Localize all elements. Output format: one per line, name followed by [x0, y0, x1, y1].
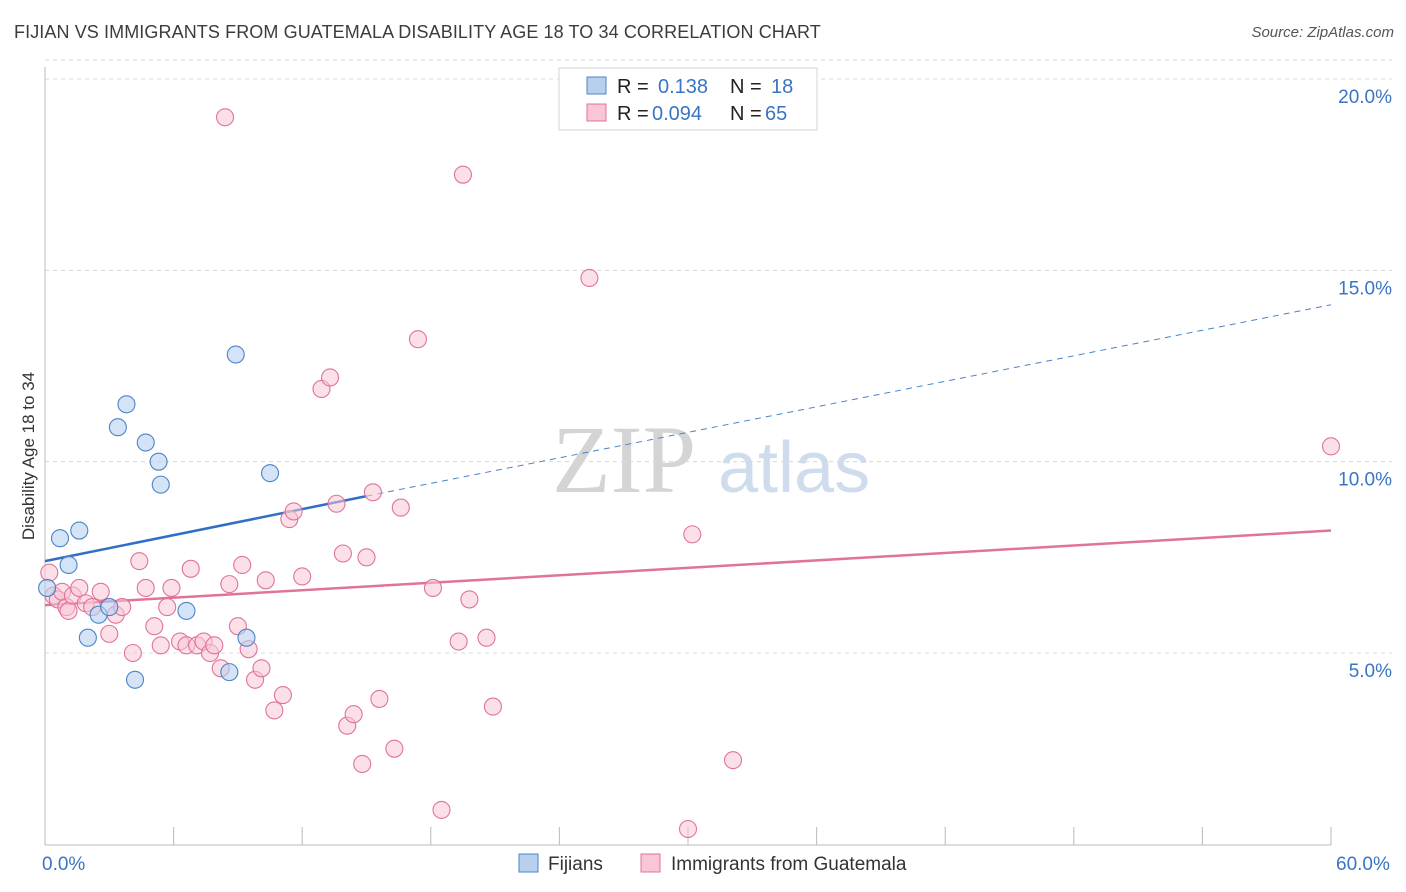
point-fijians [100, 598, 119, 617]
bottom-legend-label-fijians: Fijians [548, 854, 603, 875]
point-fijians [38, 578, 57, 597]
point-guatemala [293, 567, 312, 586]
point-guatemala [683, 525, 702, 544]
point-guatemala [370, 689, 389, 708]
point-fijians [237, 628, 256, 647]
point-guatemala [130, 552, 149, 571]
point-guatemala [40, 563, 59, 582]
point-guatemala [158, 598, 177, 617]
point-guatemala [432, 800, 451, 819]
y-axis-label: Disability Age 18 to 34 [19, 372, 38, 540]
legend-n-label-guatemala: N = [730, 103, 762, 125]
point-guatemala [678, 819, 698, 839]
point-guatemala [215, 108, 235, 127]
legend-r-value-guatemala: 0.094 [652, 103, 702, 125]
point-guatemala [408, 330, 427, 349]
point-fijians [149, 452, 168, 471]
point-fijians [177, 601, 196, 620]
point-guatemala [385, 739, 404, 758]
point-guatemala [91, 582, 110, 601]
bottom-legend-swatch-fijians [518, 853, 539, 873]
legend-n-value-guatemala: 65 [765, 103, 787, 125]
point-guatemala [449, 632, 468, 651]
point-guatemala [220, 575, 239, 594]
point-guatemala [233, 555, 252, 575]
y-tick-label: 10.0% [1338, 470, 1392, 491]
watermark-zip: ZIP [552, 406, 696, 513]
y-tick-label: 5.0% [1349, 661, 1392, 682]
point-guatemala [321, 368, 340, 387]
point-guatemala [205, 636, 224, 655]
source-credit: Source: ZipAtlas.com [1251, 24, 1394, 41]
point-guatemala [423, 578, 442, 597]
legend-n-value-fijians: 18 [771, 76, 793, 98]
legend-n-label-fijians: N = [730, 76, 762, 98]
trend-guatemala [44, 529, 1332, 607]
legend-swatch-guatemala [586, 103, 607, 122]
legend-r-value-fijians: 0.138 [658, 76, 708, 98]
legend-swatch-fijians [586, 76, 607, 95]
point-guatemala [580, 268, 599, 288]
point-fijians [125, 670, 145, 689]
point-guatemala [123, 643, 142, 663]
point-guatemala [391, 498, 410, 517]
point-guatemala [136, 578, 155, 597]
point-guatemala [1321, 437, 1341, 456]
point-fijians [78, 628, 97, 647]
point-guatemala [151, 636, 170, 655]
point-guatemala [327, 494, 346, 513]
point-guatemala [70, 578, 89, 597]
point-fijians [59, 555, 78, 575]
legend-r-label-guatemala: R = [617, 103, 649, 125]
bottom-legend-swatch-guatemala [640, 853, 661, 873]
point-guatemala [145, 617, 164, 636]
point-guatemala [453, 165, 473, 184]
point-guatemala [363, 483, 382, 502]
legend-box: R = 0.138 N = 18 R = 0.094 N = 65 [558, 67, 818, 131]
point-fijians [70, 521, 89, 540]
point-fijians [50, 529, 70, 548]
point-guatemala [59, 601, 78, 620]
series-fijians-points [38, 345, 280, 689]
axes [44, 67, 1332, 846]
point-guatemala [460, 590, 479, 609]
trend-lines [44, 304, 1332, 607]
watermark-atlas: atlas [718, 428, 870, 508]
point-guatemala [100, 624, 119, 643]
trend-fijians [44, 494, 367, 563]
legend-r-label-fijians: R = [617, 76, 649, 98]
point-fijians [136, 433, 155, 452]
point-guatemala [256, 571, 275, 590]
point-guatemala [284, 502, 303, 521]
point-fijians [117, 395, 136, 414]
point-fijians [108, 418, 127, 437]
point-guatemala [353, 754, 372, 774]
bottom-legend-label-guatemala: Immigrants from Guatemala [671, 854, 907, 875]
point-guatemala [483, 697, 503, 716]
point-guatemala [357, 548, 376, 567]
point-guatemala [252, 659, 271, 678]
bottom-legend: Fijians Immigrants from Guatemala [518, 853, 907, 875]
y-tick-label: 15.0% [1338, 278, 1392, 299]
trend-fijians-extension [366, 304, 1332, 497]
point-guatemala [181, 559, 200, 578]
point-guatemala [344, 705, 363, 724]
grid-lines [45, 59, 1392, 654]
point-guatemala [333, 544, 352, 563]
y-tick-labels: 5.0% 10.0% 15.0% 20.0% [1338, 87, 1392, 682]
point-fijians [151, 475, 170, 494]
x-tick-label-min: 0.0% [42, 854, 85, 875]
point-guatemala [265, 701, 284, 720]
point-fijians [220, 663, 239, 682]
point-guatemala [477, 628, 496, 647]
point-fijians [260, 464, 280, 483]
point-fijians [226, 345, 245, 364]
x-tick-label-max: 60.0% [1336, 854, 1390, 875]
point-guatemala [273, 686, 292, 705]
chart-title: FIJIAN VS IMMIGRANTS FROM GUATEMALA DISA… [14, 22, 821, 42]
point-guatemala [723, 751, 743, 770]
point-guatemala [162, 578, 181, 597]
y-tick-label: 20.0% [1338, 87, 1392, 108]
